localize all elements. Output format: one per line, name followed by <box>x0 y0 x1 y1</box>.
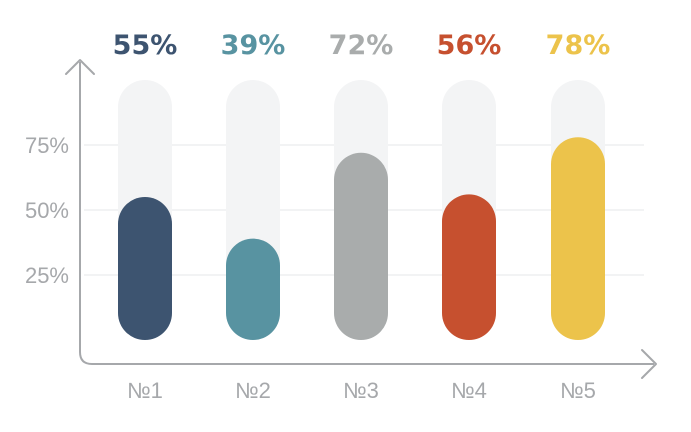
bars <box>118 137 605 340</box>
x-axis-arrow-icon <box>641 349 657 379</box>
y-axis-line <box>79 62 654 365</box>
x-tick-label: №3 <box>343 378 379 403</box>
bar <box>334 152 388 340</box>
bar <box>442 194 496 340</box>
x-tick-label: №2 <box>235 378 271 403</box>
y-axis-arrow-icon <box>65 59 95 75</box>
bar <box>118 197 172 340</box>
y-tick-label: 75% <box>25 133 69 158</box>
y-tick-label: 25% <box>25 263 69 288</box>
data-label: 72% <box>329 30 394 61</box>
x-tick-label: №4 <box>451 378 487 403</box>
data-label: 56% <box>437 30 502 61</box>
x-tick-label: №5 <box>560 378 596 403</box>
bar <box>226 238 280 340</box>
y-tick-labels: 25% 50% 75% <box>25 133 69 288</box>
data-label: 39% <box>221 30 286 61</box>
bar <box>551 137 605 340</box>
axes <box>65 59 657 379</box>
data-labels: 55% 39% 72% 56% 78% <box>113 30 611 61</box>
data-label: 55% <box>113 30 178 61</box>
y-tick-label: 50% <box>25 198 69 223</box>
data-label: 78% <box>546 30 611 61</box>
x-tick-labels: №1 №2 №3 №4 №5 <box>127 378 596 403</box>
x-tick-label: №1 <box>127 378 163 403</box>
